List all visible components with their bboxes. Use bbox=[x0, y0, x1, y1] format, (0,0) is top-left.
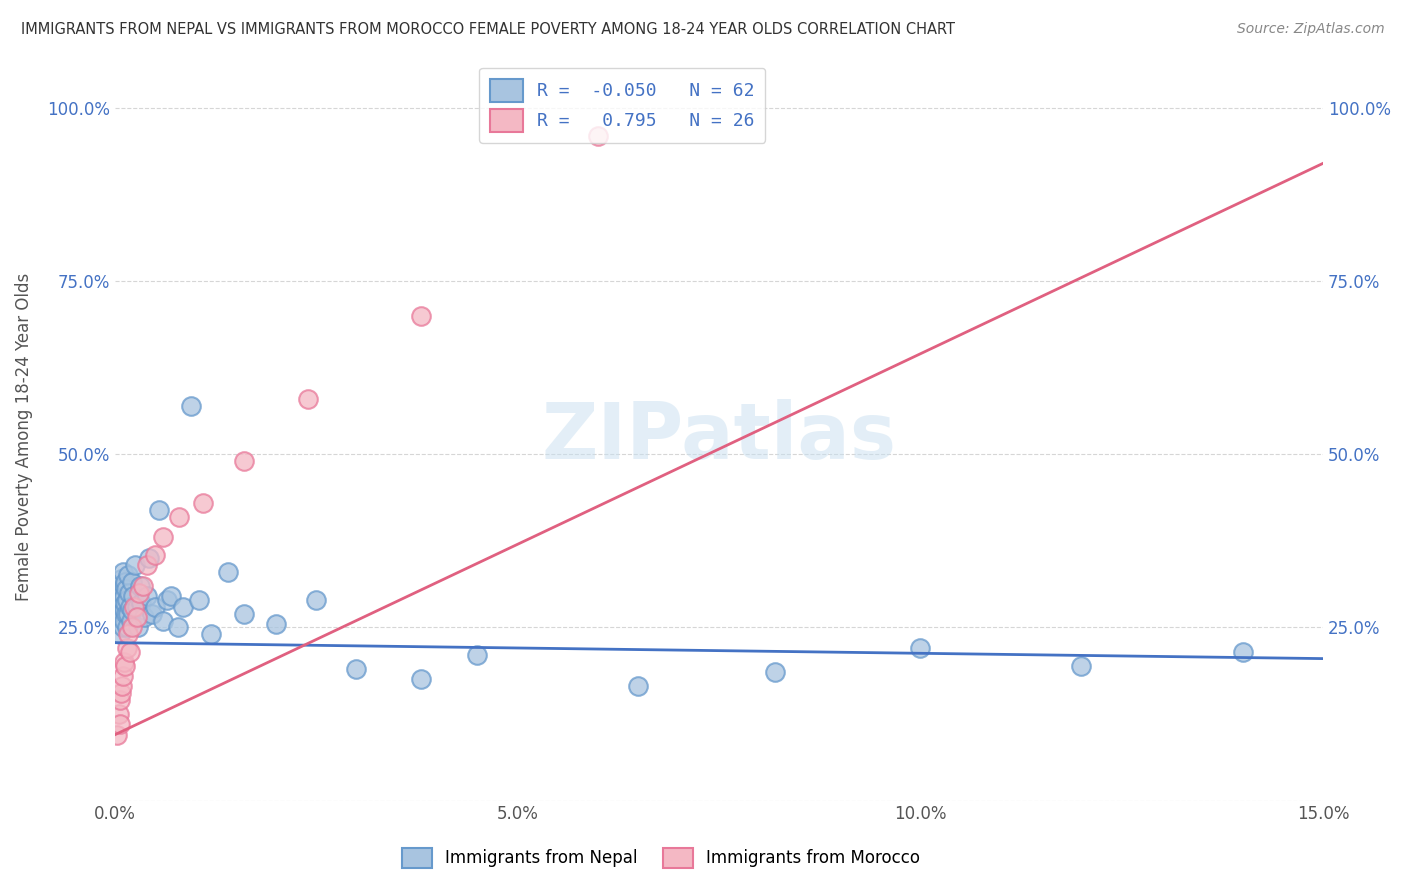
Point bbox=[172, 599, 194, 614]
Point bbox=[121, 620, 143, 634]
Point bbox=[115, 582, 138, 597]
Point bbox=[110, 717, 132, 731]
Point bbox=[110, 686, 132, 700]
Point bbox=[112, 655, 135, 669]
Point bbox=[111, 610, 134, 624]
Point bbox=[110, 627, 132, 641]
Point bbox=[128, 586, 150, 600]
Point bbox=[108, 693, 131, 707]
Point bbox=[305, 592, 328, 607]
Point bbox=[121, 603, 143, 617]
Point bbox=[111, 669, 134, 683]
Point bbox=[217, 565, 239, 579]
Point bbox=[346, 662, 368, 676]
Text: Source: ZipAtlas.com: Source: ZipAtlas.com bbox=[1237, 22, 1385, 37]
Point bbox=[120, 599, 142, 614]
Point bbox=[115, 607, 138, 621]
Legend: Immigrants from Nepal, Immigrants from Morocco: Immigrants from Nepal, Immigrants from M… bbox=[395, 841, 927, 875]
Point bbox=[105, 596, 128, 610]
Point bbox=[107, 706, 129, 721]
Point bbox=[132, 579, 155, 593]
Point bbox=[1070, 658, 1092, 673]
Point bbox=[114, 596, 136, 610]
Point bbox=[131, 596, 153, 610]
Point bbox=[1232, 645, 1254, 659]
Point bbox=[112, 579, 135, 593]
Point bbox=[108, 586, 131, 600]
Point bbox=[107, 579, 129, 593]
Point bbox=[112, 589, 135, 603]
Point bbox=[763, 665, 786, 680]
Point bbox=[125, 610, 148, 624]
Point bbox=[122, 589, 145, 603]
Point bbox=[120, 614, 142, 628]
Legend: R =  -0.050   N = 62, R =   0.795   N = 26: R = -0.050 N = 62, R = 0.795 N = 26 bbox=[479, 68, 765, 143]
Point bbox=[152, 530, 174, 544]
Point bbox=[232, 454, 254, 468]
Point bbox=[112, 614, 135, 628]
Point bbox=[160, 589, 183, 603]
Point bbox=[115, 620, 138, 634]
Point bbox=[118, 586, 141, 600]
Point bbox=[124, 558, 146, 573]
Point bbox=[586, 128, 609, 143]
Point bbox=[141, 607, 163, 621]
Point bbox=[143, 548, 166, 562]
Point bbox=[409, 309, 432, 323]
Point bbox=[110, 572, 132, 586]
Point bbox=[128, 579, 150, 593]
Point bbox=[166, 620, 188, 634]
Point bbox=[180, 399, 202, 413]
Point bbox=[117, 568, 139, 582]
Y-axis label: Female Poverty Among 18-24 Year Olds: Female Poverty Among 18-24 Year Olds bbox=[15, 273, 32, 601]
Point bbox=[111, 679, 134, 693]
Point bbox=[465, 648, 488, 662]
Point bbox=[111, 620, 134, 634]
Point bbox=[156, 592, 179, 607]
Point bbox=[136, 589, 159, 603]
Point bbox=[111, 565, 134, 579]
Point bbox=[264, 617, 287, 632]
Point bbox=[167, 509, 190, 524]
Point bbox=[111, 592, 134, 607]
Point bbox=[127, 620, 149, 634]
Point bbox=[232, 607, 254, 621]
Point bbox=[910, 641, 932, 656]
Point bbox=[136, 558, 159, 573]
Point bbox=[121, 575, 143, 590]
Point bbox=[110, 589, 132, 603]
Point bbox=[627, 679, 650, 693]
Point bbox=[132, 610, 155, 624]
Point bbox=[193, 496, 215, 510]
Point bbox=[115, 641, 138, 656]
Text: ZIPatlas: ZIPatlas bbox=[541, 399, 897, 475]
Point bbox=[152, 614, 174, 628]
Point bbox=[105, 728, 128, 742]
Point bbox=[108, 617, 131, 632]
Point bbox=[200, 627, 222, 641]
Point bbox=[188, 592, 211, 607]
Point bbox=[117, 607, 139, 621]
Point bbox=[107, 607, 129, 621]
Point bbox=[297, 392, 319, 406]
Point bbox=[143, 599, 166, 614]
Point bbox=[117, 627, 139, 641]
Point bbox=[125, 599, 148, 614]
Point bbox=[409, 673, 432, 687]
Point bbox=[114, 575, 136, 590]
Point bbox=[120, 645, 142, 659]
Point bbox=[138, 551, 160, 566]
Point bbox=[115, 592, 138, 607]
Point bbox=[112, 603, 135, 617]
Point bbox=[122, 599, 145, 614]
Point bbox=[114, 658, 136, 673]
Point bbox=[110, 599, 132, 614]
Point bbox=[148, 502, 170, 516]
Text: IMMIGRANTS FROM NEPAL VS IMMIGRANTS FROM MOROCCO FEMALE POVERTY AMONG 18-24 YEAR: IMMIGRANTS FROM NEPAL VS IMMIGRANTS FROM… bbox=[21, 22, 955, 37]
